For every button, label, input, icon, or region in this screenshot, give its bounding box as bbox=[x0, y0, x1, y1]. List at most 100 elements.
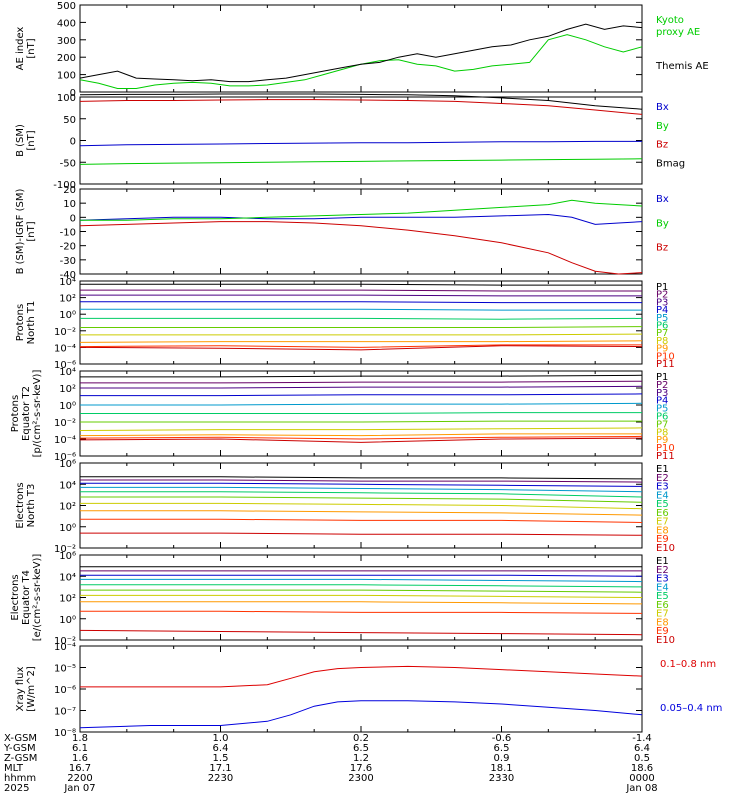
x-axis-row-label: 2025 bbox=[4, 783, 29, 794]
legend-entry: E2 bbox=[656, 565, 669, 576]
legend-entry: Kyoto bbox=[656, 15, 684, 26]
y-axis-label: Xray flux bbox=[15, 667, 26, 712]
panel-frame bbox=[79, 554, 643, 641]
y-tick-label: -100 bbox=[53, 180, 76, 191]
x-axis-value: 16.7 bbox=[69, 763, 91, 774]
series-line-p11 bbox=[79, 345, 643, 351]
legend-entry: E3 bbox=[656, 574, 669, 585]
x-axis-row-label: Y-GSM bbox=[3, 743, 36, 754]
x-axis-value: 2200 bbox=[67, 773, 92, 784]
x-axis-value: 6.1 bbox=[72, 743, 88, 754]
y-tick-label: 10⁻⁴ bbox=[54, 642, 76, 653]
y-axis-label: Equator T4 bbox=[21, 570, 32, 625]
y-tick-label: 10 bbox=[63, 199, 76, 210]
series-line-p5 bbox=[80, 308, 642, 311]
legend-entry: E3 bbox=[656, 482, 669, 493]
x-axis-row-label: Z-GSM bbox=[4, 753, 37, 764]
series-line-0.1–0.8-nm bbox=[80, 665, 643, 688]
panel-8: 10⁻⁸ 10⁻⁷ 10⁻⁶ 10⁻⁵ 10⁻⁴ Xray flux [W/m^2] 0.1–… bbox=[15, 642, 722, 739]
y-tick-label: -50 bbox=[60, 158, 76, 169]
legend-entry: P2 bbox=[656, 290, 668, 301]
series-line-bx bbox=[79, 140, 642, 147]
panel-5: 10⁻⁶ 10⁻⁴ 10⁻² 10⁰ 10² 10⁴ Protons Equator T2 [p… bbox=[10, 367, 675, 463]
y-tick-label: 10⁰ bbox=[59, 310, 76, 321]
y-tick-label: 300 bbox=[57, 36, 76, 47]
series-line-p1 bbox=[80, 283, 642, 286]
legend-entry: P9 bbox=[656, 344, 668, 355]
y-axis-label: B (SM) bbox=[15, 124, 26, 157]
x-axis-value: 1.0 bbox=[213, 733, 229, 744]
panel-frame bbox=[79, 462, 643, 549]
x-axis-value: 17.1 bbox=[209, 763, 231, 774]
y-tick-label: 10⁻⁶ bbox=[54, 452, 76, 463]
series-line-bz bbox=[79, 99, 643, 115]
legend-entry: P9 bbox=[656, 435, 668, 446]
legend-entry: E10 bbox=[656, 635, 675, 646]
legend-entry: P6 bbox=[656, 321, 668, 332]
y-tick-label: 10⁴ bbox=[59, 367, 76, 378]
series-line-0.05–0.4-nm bbox=[79, 700, 643, 729]
series-line-by bbox=[79, 158, 643, 165]
x-axis-row-label: X-GSM bbox=[4, 733, 37, 744]
legend-entry: 0.05–0.4 nm bbox=[660, 703, 722, 714]
series-line-p8 bbox=[80, 333, 643, 336]
y-tick-label: 10⁻² bbox=[54, 636, 76, 647]
series-line-p9 bbox=[79, 433, 642, 437]
legend-entry: P7 bbox=[656, 419, 668, 430]
y-axis-label: [e/(cm²-s-sr-keV)] bbox=[32, 554, 43, 642]
legend-entry: P1 bbox=[656, 282, 668, 293]
x-axis-value: 17.6 bbox=[350, 763, 372, 774]
series-line-e2 bbox=[80, 479, 643, 483]
panel-frame bbox=[79, 280, 643, 365]
y-tick-label: 10² bbox=[59, 594, 76, 605]
panel-2: -100 -50 0 50 100 B (SM) [nT] Bx By Bz Bmag bbox=[15, 93, 685, 191]
y-axis-label: Equator T2 bbox=[21, 386, 32, 441]
y-tick-label: 0 bbox=[70, 137, 76, 148]
legend-entry: P11 bbox=[656, 359, 675, 370]
y-tick-label: 100 bbox=[57, 71, 76, 82]
x-axis-value: 1.2 bbox=[353, 753, 369, 764]
y-axis-label: B (SM)-IGRF (SM) bbox=[15, 189, 26, 275]
series-line-e8 bbox=[80, 510, 643, 516]
legend-entry: P5 bbox=[656, 313, 668, 324]
series-line-e6 bbox=[80, 589, 643, 593]
y-tick-label: 10⁻⁵ bbox=[54, 664, 76, 675]
x-axis-value: 2330 bbox=[489, 773, 514, 784]
legend-entry: E9 bbox=[656, 534, 669, 545]
legend-entry: Themis AE bbox=[655, 61, 709, 72]
y-tick-label: 10⁴ bbox=[59, 480, 76, 491]
x-axis-value: 18.6 bbox=[631, 763, 653, 774]
y-axis-label: Electrons bbox=[15, 482, 26, 528]
panel-7: 10⁻² 10⁰ 10² 10⁴ 10⁶ Electrons Equator T4 [e/(c… bbox=[10, 551, 675, 647]
x-axis-value: 0.9 bbox=[494, 753, 510, 764]
panel-frame bbox=[79, 645, 643, 733]
x-axis-value: 0.5 bbox=[634, 753, 650, 764]
legend-entry: P8 bbox=[656, 427, 668, 438]
legend-entry: P2 bbox=[656, 380, 668, 391]
legend-entry: E4 bbox=[656, 582, 669, 593]
x-axis-row-label: MLT bbox=[4, 763, 24, 774]
series-line-by bbox=[80, 199, 643, 221]
y-tick-label: 500 bbox=[57, 1, 76, 12]
series-line-e3 bbox=[80, 574, 643, 577]
legend-entry: P4 bbox=[656, 305, 668, 316]
series-line-p7 bbox=[80, 420, 642, 423]
legend-entry: E10 bbox=[656, 543, 675, 554]
y-axis-label: [W/m^2] bbox=[26, 666, 37, 712]
legend-entry: E7 bbox=[656, 517, 669, 528]
legend-entry: E5 bbox=[656, 591, 669, 602]
y-tick-label: 50 bbox=[63, 115, 76, 126]
y-axis-label: Protons bbox=[10, 395, 21, 432]
legend-entry: P8 bbox=[656, 336, 668, 347]
legend-entry: Bx bbox=[656, 102, 669, 113]
legend-entry: P10 bbox=[656, 443, 675, 454]
legend-entry: E1 bbox=[656, 464, 669, 475]
y-axis-label: AE index bbox=[15, 27, 26, 71]
x-axis-value: 0.2 bbox=[353, 733, 369, 744]
y-axis-label: [nT] bbox=[26, 38, 37, 58]
series-line-p7 bbox=[80, 326, 643, 328]
y-tick-label: 10⁻⁸ bbox=[54, 728, 76, 739]
